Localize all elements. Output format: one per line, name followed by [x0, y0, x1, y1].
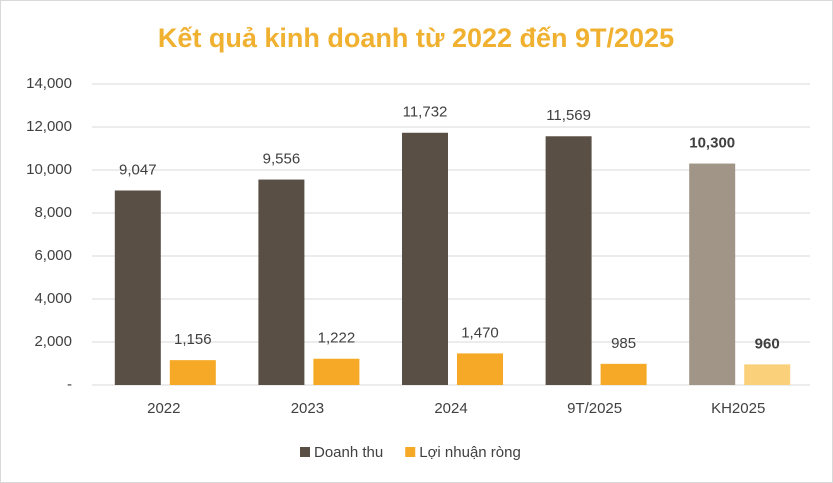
- data-label: 10,300: [689, 135, 735, 152]
- y-tick-label: 6,000: [34, 247, 72, 264]
- y-tick-label: 12,000: [26, 118, 72, 135]
- y-tick-label: 2,000: [34, 333, 72, 350]
- x-tick-label: 2024: [434, 400, 467, 417]
- bar: [545, 136, 592, 385]
- legend-label: Lợi nhuận ròng: [419, 444, 521, 461]
- data-label: 9,556: [263, 151, 301, 168]
- legend-swatch: [300, 447, 310, 457]
- bar: [600, 363, 647, 385]
- legend-swatch: [405, 447, 416, 457]
- data-label: 1,470: [461, 324, 499, 341]
- bar: [313, 358, 360, 385]
- data-label: 1,156: [174, 331, 212, 348]
- bar: [744, 364, 791, 385]
- data-label: 9,047: [119, 161, 157, 178]
- legend-label: Doanh thu: [314, 444, 383, 461]
- y-tick-label: 14,000: [26, 75, 72, 92]
- data-label: 1,222: [318, 330, 356, 347]
- bar: [402, 132, 448, 385]
- bar: [169, 360, 216, 385]
- x-tick-label: 2022: [147, 400, 180, 417]
- bar: [258, 179, 305, 385]
- data-label: 985: [611, 335, 636, 352]
- y-tick-label: -: [67, 376, 72, 393]
- x-tick-label: 9T/2025: [567, 400, 622, 417]
- x-tick-label: KH2025: [711, 400, 765, 417]
- bar: [689, 163, 736, 385]
- data-label: 960: [755, 335, 780, 352]
- chart-title: Kết quả kinh doanh từ 2022 đến 9T/2025: [158, 23, 674, 53]
- data-label: 11,569: [546, 107, 591, 124]
- bar: [114, 190, 161, 385]
- bar: [457, 353, 503, 385]
- data-label: 11,732: [403, 104, 448, 121]
- x-tick-label: 2023: [291, 400, 324, 417]
- y-tick-label: 8,000: [34, 204, 72, 221]
- y-tick-label: 4,000: [34, 290, 72, 307]
- y-tick-label: 10,000: [26, 161, 72, 178]
